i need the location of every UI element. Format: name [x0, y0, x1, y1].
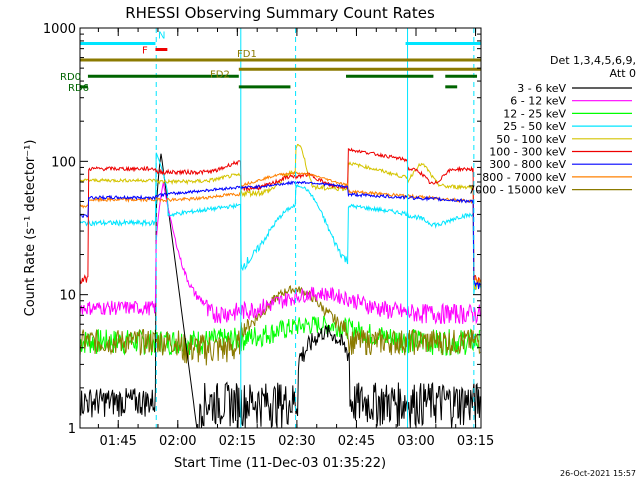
- legend-header-detectors: Det 1,3,4,5,6,9,: [550, 54, 636, 67]
- y-axis-label: Count Rate (s⁻¹ detector⁻¹): [23, 140, 38, 317]
- series-line-0: [80, 153, 481, 428]
- y-tick-label-3: 1000: [43, 22, 76, 37]
- generation-timestamp: 26-Oct-2021 15:57: [560, 469, 636, 478]
- x-tick-label-3: 02:30: [278, 434, 315, 449]
- flag-label-1: F: [142, 45, 148, 56]
- y-tick-label-0: 1: [68, 422, 76, 437]
- flag-label-5: RD6: [68, 83, 89, 94]
- x-axis-ticks: 01:45 02:00 02:15 02:30 02:45 03:00 03:15: [97, 28, 494, 449]
- plot-area: [80, 28, 481, 428]
- chart-title: RHESSI Observing Summary Count Rates: [125, 4, 435, 22]
- legend-label-2: 12 - 25 keV: [503, 107, 566, 120]
- legend-label-3: 25 - 50 keV: [503, 120, 566, 133]
- plot-frame: [79, 27, 482, 429]
- legend-label-6: 300 - 800 keV: [489, 158, 566, 171]
- flag-label-4: RD0: [60, 72, 81, 83]
- legend-label-1: 6 - 12 keV: [510, 95, 566, 108]
- legend-label-0: 3 - 6 keV: [517, 82, 566, 95]
- y-axis-ticks: 1 10 100 1000: [43, 22, 481, 437]
- x-tick-label-6: 03:15: [457, 434, 494, 449]
- flag-label-3: FD2: [210, 69, 230, 80]
- series-line-4: [80, 143, 481, 290]
- series-line-3: [80, 152, 481, 295]
- flag-label-2: FD1: [237, 49, 257, 60]
- series-line-8: [80, 285, 481, 366]
- legend-label-7: 800 - 7000 keV: [482, 171, 566, 184]
- series-line-6: [80, 180, 481, 290]
- x-tick-label-2: 02:15: [219, 434, 256, 449]
- series-line-5: [80, 147, 481, 285]
- legend-label-4: 50 - 100 keV: [496, 133, 566, 146]
- series-line-7: [80, 171, 481, 283]
- series-line-1: [80, 181, 481, 325]
- y-tick-label-2: 100: [51, 155, 76, 170]
- x-axis-label: Start Time (11-Dec-03 01:35:22): [174, 456, 386, 471]
- legend-label-5: 100 - 300 keV: [489, 146, 566, 159]
- series-line-2: [80, 315, 481, 356]
- y-tick-label-1: 10: [59, 289, 76, 304]
- flag-label-0: N: [158, 31, 165, 42]
- legend-label-8: 7000 - 15000 keV: [468, 184, 566, 197]
- legend-header-attenuator: Att 0: [610, 67, 636, 80]
- x-tick-label-0: 01:45: [99, 434, 136, 449]
- x-tick-label-4: 02:45: [338, 434, 375, 449]
- x-tick-label-1: 02:00: [159, 434, 196, 449]
- x-tick-label-5: 03:00: [397, 434, 434, 449]
